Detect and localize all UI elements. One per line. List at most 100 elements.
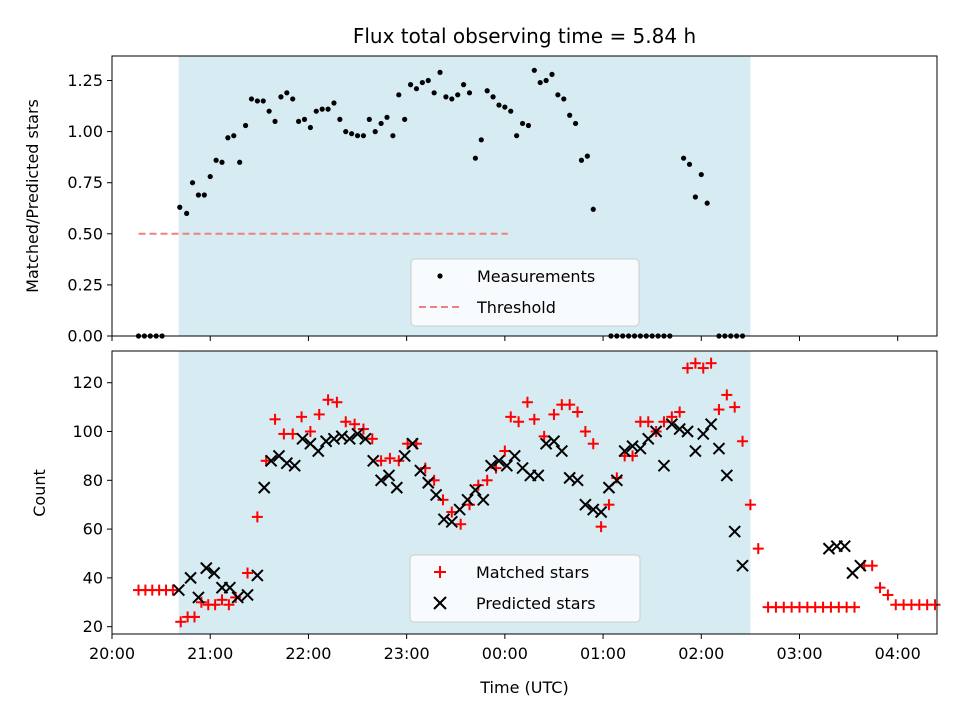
measurement-point: [572, 120, 579, 127]
measurement-point: [402, 116, 408, 122]
matched-star-point: [269, 413, 281, 425]
predicted-star-point: [547, 435, 561, 448]
measurement-point: [278, 94, 284, 100]
matched-star-point: [366, 433, 378, 445]
bottom-legend-box: [409, 554, 641, 623]
matched-star-point: [882, 589, 894, 601]
predicted-star-point: [712, 442, 726, 455]
predicted-star-point: [532, 469, 545, 482]
matched-star-point: [384, 452, 396, 464]
bottom-x-tick-label: 21:00: [187, 644, 233, 663]
predicted-star-point: [445, 515, 459, 528]
bottom-plot-frame: [111, 350, 938, 635]
measurement-point: [449, 96, 455, 102]
top-legend-box: [410, 258, 640, 327]
matched-star-point: [603, 499, 615, 511]
measurement-point: [484, 88, 490, 94]
matched-star-point: [579, 426, 591, 438]
predicted-star-point: [241, 588, 254, 602]
measurement-point: [307, 124, 313, 131]
measurement-point: [360, 133, 367, 139]
measurement-point: [260, 98, 266, 104]
measurement-point: [419, 79, 425, 86]
matched-star-point: [866, 560, 878, 572]
measurement-point: [301, 116, 308, 122]
legend-measurements-label: Measurements: [477, 267, 595, 286]
bottom-x-tick-label: 20:00: [89, 644, 135, 663]
top-y-axis: 0.00 0.25 0.50 0.75 1.00 1.25: [67, 71, 112, 346]
measurement-point: [537, 79, 543, 86]
measurement-point: [431, 90, 437, 96]
measurement-point: [213, 157, 219, 163]
matched-star-point: [481, 474, 493, 486]
measurement-point: [349, 131, 355, 137]
predicted-star-point: [681, 425, 694, 438]
measurement-point: [443, 94, 449, 100]
predicted-star-point: [390, 481, 404, 494]
top-plot-frame: [111, 55, 938, 337]
measurement-point: [425, 77, 431, 84]
measurement-point: [219, 159, 225, 165]
predicted-star-point: [665, 417, 679, 431]
bottom-x-tick-label: 00:00: [482, 644, 528, 663]
top-y-tick-label: 0.75: [67, 173, 103, 192]
matched-star-point: [313, 408, 325, 420]
predicted-star-point: [296, 432, 309, 446]
predicted-star-point: [429, 488, 443, 502]
measurement-point: [319, 106, 325, 112]
measurement-point: [331, 100, 337, 106]
measurement-point: [384, 114, 390, 120]
top-y-tick-label: 0.50: [67, 224, 103, 243]
matched-star-point: [375, 455, 387, 467]
matched-star-point: [674, 406, 686, 418]
measurement-point: [237, 159, 243, 165]
measurement-point: [466, 90, 473, 96]
legend-matched-label: Matched stars: [476, 563, 589, 582]
bottom-x-tick-label: 01:00: [580, 644, 626, 663]
measurement-point: [366, 116, 372, 122]
predicted-star-point: [374, 474, 388, 487]
measurement-point: [337, 116, 343, 122]
measurement-point: [686, 161, 693, 167]
legend-predicted-label: Predicted stars: [476, 594, 596, 613]
predicted-star-point: [649, 425, 663, 438]
matched-star-point: [446, 506, 458, 518]
matched-star-point: [538, 430, 550, 442]
predicted-star-point: [704, 417, 718, 431]
measurement-point: [704, 200, 710, 206]
measurement-point: [396, 92, 402, 98]
predicted-star-point: [312, 444, 325, 458]
measurement-point: [698, 171, 704, 178]
top-y-tick-label: 1.00: [67, 122, 103, 141]
predicted-star-point: [673, 422, 686, 436]
measurement-point: [313, 108, 319, 114]
matched-star-point: [472, 479, 484, 491]
matched-star-point: [713, 404, 725, 416]
predicted-star-point: [200, 561, 213, 575]
measurement-point: [437, 69, 443, 75]
matched-star-point: [251, 511, 263, 523]
predicted-star-point: [736, 559, 749, 572]
bottom-x-axis-label: Time (UTC): [479, 678, 568, 697]
matched-star-point: [874, 582, 886, 594]
measurement-point: [242, 122, 249, 129]
measurement-point: [177, 204, 183, 210]
measurement-point: [508, 108, 514, 114]
matched-star-point: [658, 416, 670, 428]
measurement-point: [461, 82, 467, 88]
predicted-star-point: [555, 444, 569, 458]
measurement-point: [254, 98, 260, 104]
predicted-star-point: [618, 444, 631, 458]
measurement-point: [561, 96, 567, 102]
measurement-point: [681, 155, 687, 161]
matched-star-point: [705, 357, 717, 369]
bottom-x-tick-label: 23:00: [384, 644, 430, 663]
measurement-point: [549, 71, 555, 77]
measurement-point: [543, 77, 549, 84]
predicted-star-point: [579, 498, 592, 511]
predicted-star-point: [251, 569, 264, 582]
measurement-point: [378, 120, 384, 127]
measurement-point: [325, 106, 331, 112]
predicted-star-point: [192, 591, 205, 604]
